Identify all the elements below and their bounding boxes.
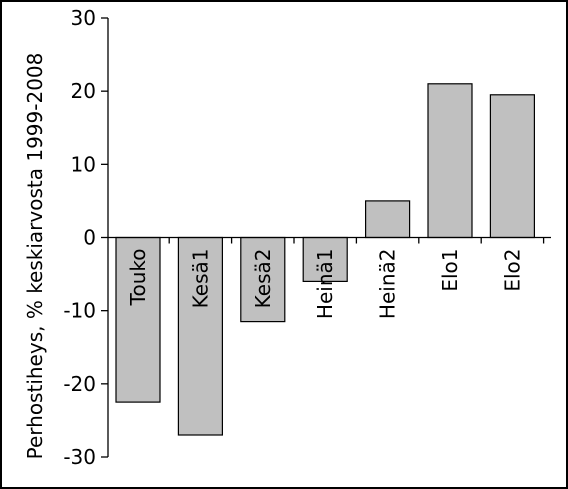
category-label: Elo1: [438, 249, 462, 292]
y-tick-label: 30: [71, 6, 96, 30]
bar-elo1: [427, 83, 473, 239]
category-label: Heinä2: [376, 249, 400, 320]
axes-group: [101, 17, 551, 458]
y-tick-label: -10: [63, 299, 96, 323]
bar-kesä2: [240, 236, 286, 323]
category-label: Touko: [126, 249, 150, 307]
bar-elo2: [489, 94, 535, 239]
category-label: Elo2: [500, 249, 524, 292]
category-label: Heinä1: [313, 249, 337, 320]
category-label: Kesä1: [188, 249, 212, 309]
y-tick-label: 0: [83, 226, 96, 250]
bar-heinä1: [302, 236, 348, 283]
labels-group: -30 -20 -10 0 10 20 30 Touko Kesä1 Kesä2 Heinä1 Hei…: [63, 6, 524, 469]
y-tick-label: -20: [63, 372, 96, 396]
y-tick-label: 20: [71, 79, 96, 103]
bar-heinä2: [365, 200, 411, 239]
bar-touko: [115, 236, 161, 403]
y-tick-label: -30: [63, 445, 96, 469]
category-label: Kesä2: [251, 249, 275, 309]
y-tick-label: 10: [71, 152, 96, 176]
y-axis-title: Perhostiheys, % keskiarvosta 1999-2008: [23, 53, 47, 460]
